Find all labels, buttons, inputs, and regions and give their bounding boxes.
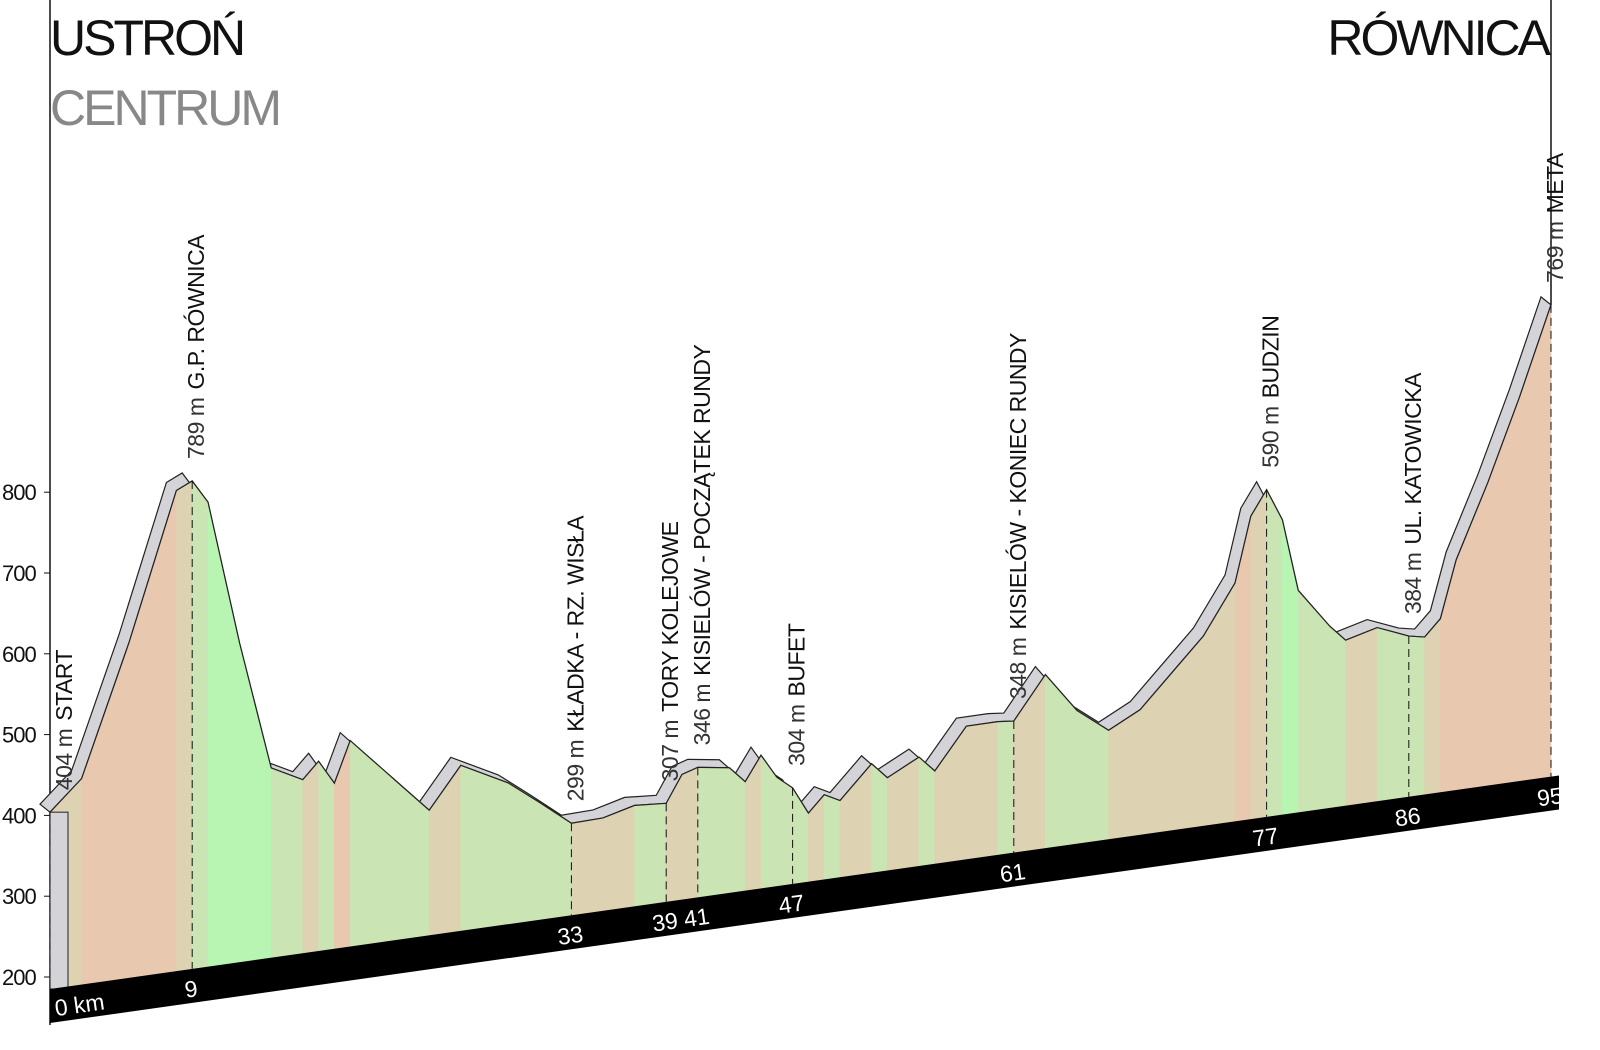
waypoint-name: META <box>1542 152 1568 213</box>
x-tick-label: 39 <box>651 907 680 936</box>
profile-segment <box>760 754 778 889</box>
waypoint-elevation: 304 m <box>784 704 810 765</box>
start-wall <box>49 811 69 990</box>
waypoint-name: KŁADKA - RZ. WISŁA <box>562 515 588 732</box>
profile-segment <box>918 756 936 867</box>
waypoint-label: 590 m BUDZIN <box>1258 316 1284 468</box>
profile-segment <box>729 767 746 894</box>
start-subtitle: CENTRUM <box>50 80 279 136</box>
profile-segment <box>571 817 604 916</box>
x-tick-label: 0 km <box>53 988 106 1021</box>
waypoint-name: BUDZIN <box>1258 316 1284 399</box>
profile-segment <box>997 720 1015 856</box>
waypoint-elevation: 346 m <box>689 684 715 745</box>
y-tick-label: 700 <box>2 561 36 586</box>
profile-segment <box>966 721 999 860</box>
waypoint-label: 346 m KISIELÓW - POCZĄTEK RUNDY <box>689 345 715 746</box>
profile-segment <box>1424 617 1441 795</box>
profile-segment <box>1376 627 1410 802</box>
waypoint-label: 299 m KŁADKA - RZ. WISŁA <box>562 515 588 802</box>
waypoint-label: 384 m UL. KATOWICKA <box>1400 372 1426 614</box>
x-tick-label: 61 <box>998 858 1027 887</box>
profile-segment <box>318 760 335 952</box>
y-tick-label: 200 <box>2 965 36 990</box>
waypoint-name: G.P. RÓWNICA <box>183 234 209 390</box>
waypoint-elevation: 384 m <box>1400 553 1426 614</box>
profile-segment <box>476 770 509 929</box>
y-tick-label: 300 <box>2 884 36 909</box>
waypoint-label: 307 m TORY KOLEJOWE <box>657 521 683 781</box>
waypoint-name: KISIELÓW - POCZĄTEK RUNDY <box>689 345 715 676</box>
distance-band <box>50 775 1559 1023</box>
waypoint-elevation: 789 m <box>183 398 209 459</box>
profile-segment <box>1297 589 1331 813</box>
waypoint-elevation: 404 m <box>51 729 77 790</box>
profile-segment <box>776 776 793 887</box>
profile-segment <box>270 767 304 959</box>
waypoint-name: BUFET <box>784 623 810 696</box>
x-tick-label: 9 <box>183 975 199 1003</box>
profile-segment <box>460 764 477 932</box>
profile-segment <box>176 480 193 972</box>
profile-segment <box>302 760 319 954</box>
profile-segment <box>634 803 667 907</box>
waypoint-name: UL. KATOWICKA <box>1400 372 1426 545</box>
profile-line <box>49 304 1552 824</box>
waypoint-elevation: 307 m <box>657 720 683 781</box>
x-tick-label: 41 <box>682 903 711 932</box>
profile-segment <box>1045 673 1078 849</box>
waypoint-name: START <box>51 650 77 721</box>
profile-segment <box>349 739 367 947</box>
profile-segment <box>239 643 272 963</box>
profile-segment <box>697 767 730 898</box>
profile-segment <box>602 804 635 912</box>
waypoint-elevation: 348 m <box>1005 638 1031 699</box>
x-tick-label: 33 <box>556 921 585 950</box>
profile-segment <box>365 753 398 945</box>
start-title: USTROŃ <box>50 10 243 66</box>
x-tick-label: 95 <box>1535 782 1564 811</box>
x-tick-label: 86 <box>1393 802 1422 831</box>
waypoint-label: 304 m BUFET <box>784 623 810 766</box>
waypoint-elevation: 769 m <box>1542 221 1568 282</box>
waypoint-name: KISIELÓW - KONIEC RUNDY <box>1005 333 1031 630</box>
y-tick-label: 400 <box>2 803 36 828</box>
waypoint-label: 769 m META <box>1542 152 1568 283</box>
profile-segment <box>1266 489 1283 818</box>
profile-segment <box>681 766 699 900</box>
profile-segment <box>1250 488 1267 820</box>
waypoint-label: 404 m START <box>51 650 77 791</box>
x-tick-label: 47 <box>777 889 806 918</box>
x-tick-label: 77 <box>1251 822 1280 851</box>
profile-segment <box>1408 635 1425 798</box>
profile-segment <box>1282 519 1299 815</box>
profile-segment <box>871 763 888 874</box>
profile-segment <box>507 782 541 925</box>
waypoint-elevation: 590 m <box>1258 406 1284 467</box>
end-title: RÓWNICA <box>1327 10 1551 66</box>
profile-segment <box>1345 627 1378 807</box>
y-tick-label: 500 <box>2 723 36 748</box>
y-tick-label: 800 <box>2 480 36 505</box>
profile-segment <box>191 480 209 970</box>
profile-segment <box>823 794 841 880</box>
profile-segment <box>1108 709 1141 840</box>
profile-segment <box>1329 625 1346 809</box>
waypoint-elevation: 299 m <box>562 740 588 801</box>
waypoint-label: 348 m KISIELÓW - KONIEC RUNDY <box>1005 333 1031 699</box>
waypoint-name: TORY KOLEJOWE <box>657 521 683 711</box>
waypoint-label: 789 m G.P. RÓWNICA <box>183 234 209 459</box>
profile-segment <box>1076 709 1109 845</box>
y-tick-label: 600 <box>2 642 36 667</box>
